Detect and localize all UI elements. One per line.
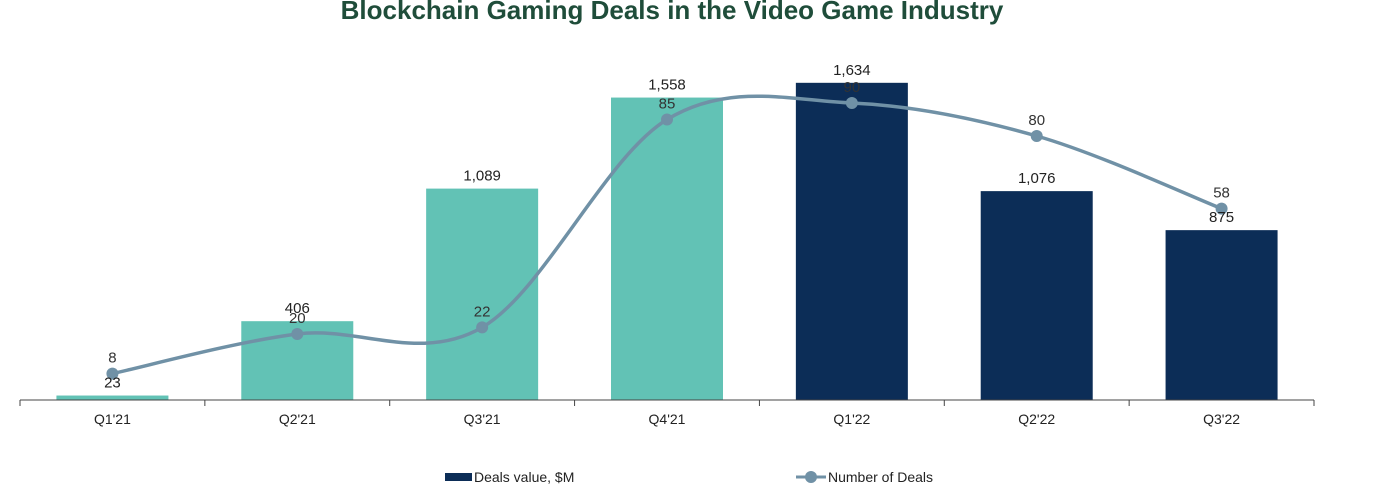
bar-4 <box>795 82 908 400</box>
legend-label-number-of-deals: Number of Deals <box>828 469 933 485</box>
line-layer <box>106 94 1228 380</box>
bar-value-label-3: 1,558 <box>648 77 686 94</box>
legend: Deals value, $M Number of Deals <box>445 469 933 485</box>
x-tick-label-1: Q2'21 <box>279 411 316 427</box>
deals-count-label-6: 58 <box>1213 185 1230 202</box>
bar-6 <box>1165 230 1278 400</box>
legend-label-deals-value: Deals value, $M <box>474 469 574 485</box>
deals-count-label-0: 8 <box>108 350 116 367</box>
x-tick-label-0: Q1'21 <box>94 411 131 427</box>
chart-title: Blockchain Gaming Deals in the Video Gam… <box>341 0 1004 25</box>
deals-count-label-3: 85 <box>659 96 676 113</box>
labels-layer: 23 406 1,089 1,558 1,634 1,076 875 8 20 22 85 90 80 5… <box>104 62 1234 392</box>
x-tick-label-6: Q3'22 <box>1203 411 1240 427</box>
deals-count-label-5: 80 <box>1028 112 1045 129</box>
bar-5 <box>980 191 1093 400</box>
bar-value-label-0: 23 <box>104 375 121 392</box>
x-tick-label-5: Q2'22 <box>1018 411 1055 427</box>
ticks-layer: Q1'21 Q2'21 Q3'21 Q4'21 Q1'22 Q2'22 Q3'22 <box>19 400 1315 427</box>
bar-value-label-1: 406 <box>285 300 310 317</box>
deals-count-label-4: 90 <box>844 79 861 96</box>
bars-layer <box>56 82 1278 401</box>
deals-count-point-0 <box>106 367 119 380</box>
bar-3 <box>611 97 723 401</box>
legend-marker-number-of-deals <box>805 471 817 483</box>
bar-value-label-5: 1,076 <box>1018 170 1056 187</box>
bar-value-label-2: 1,089 <box>463 168 501 185</box>
bar-value-label-6: 875 <box>1209 209 1234 226</box>
deals-count-label-1: 20 <box>289 310 306 327</box>
deals-count-point-5 <box>1030 130 1043 142</box>
deals-count-point-3 <box>661 113 673 126</box>
x-tick-label-2: Q3'21 <box>464 411 501 427</box>
x-tick-label-3: Q4'21 <box>649 411 686 427</box>
deals-count-point-6 <box>1215 202 1228 215</box>
legend-swatch-deals-value <box>445 473 472 481</box>
deals-count-point-1 <box>291 328 304 340</box>
deals-count-point-4 <box>845 97 858 109</box>
x-tick-label-4: Q1'22 <box>833 411 870 427</box>
bar-value-label-4: 1,634 <box>833 62 871 79</box>
bar-0 <box>56 395 169 400</box>
deals-count-label-2: 22 <box>474 303 491 320</box>
deals-count-point-2 <box>476 321 489 334</box>
